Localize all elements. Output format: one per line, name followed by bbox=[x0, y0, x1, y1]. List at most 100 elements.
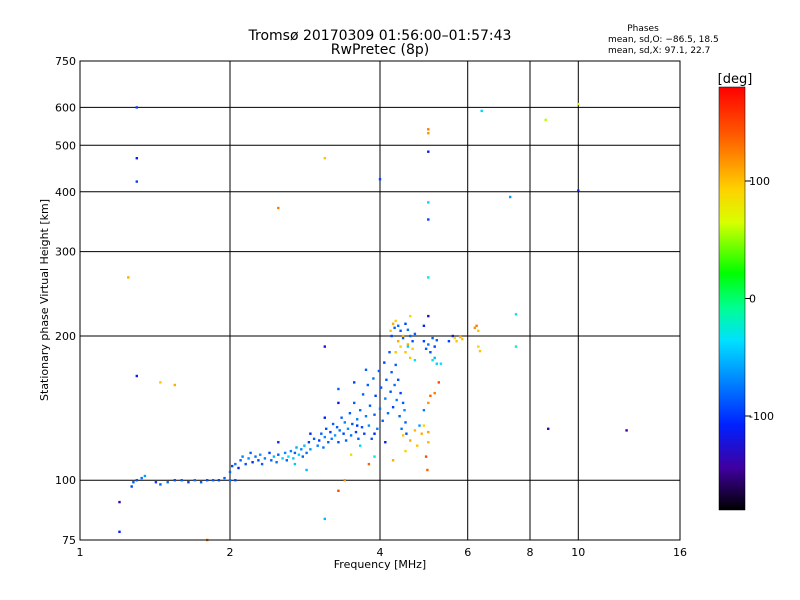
data-point bbox=[433, 391, 436, 395]
data-point bbox=[577, 102, 580, 106]
data-point bbox=[323, 517, 326, 521]
data-point bbox=[268, 451, 271, 455]
data-point bbox=[337, 387, 340, 391]
data-point bbox=[359, 409, 362, 412]
data-point bbox=[277, 206, 280, 210]
data-point bbox=[293, 462, 297, 466]
data-point bbox=[353, 401, 356, 405]
data-point bbox=[270, 459, 273, 462]
data-point bbox=[426, 468, 429, 472]
data-point bbox=[389, 390, 392, 393]
data-point bbox=[367, 424, 371, 427]
data-point bbox=[385, 378, 388, 381]
data-point bbox=[135, 374, 138, 378]
data-point bbox=[413, 429, 417, 432]
data-point bbox=[228, 470, 232, 474]
data-point bbox=[187, 481, 190, 484]
chart-subtitle: RwPretec (8p) bbox=[331, 42, 429, 58]
grid-lines bbox=[80, 61, 680, 540]
data-point bbox=[394, 319, 397, 323]
data-point bbox=[367, 462, 371, 466]
data-point bbox=[411, 340, 414, 343]
data-point bbox=[300, 448, 303, 451]
data-point bbox=[399, 345, 402, 348]
data-point bbox=[135, 106, 138, 109]
data-point bbox=[260, 462, 264, 466]
data-point bbox=[337, 489, 340, 492]
data-point bbox=[475, 324, 478, 327]
data-point bbox=[478, 349, 482, 353]
data-point bbox=[359, 444, 362, 447]
data-point bbox=[234, 462, 237, 466]
data-point bbox=[237, 466, 240, 470]
data-point bbox=[293, 451, 297, 455]
data-point bbox=[223, 476, 226, 480]
y-tick-label: 300 bbox=[55, 246, 76, 259]
data-point bbox=[325, 427, 328, 430]
data-point bbox=[398, 415, 401, 418]
data-point bbox=[451, 334, 454, 338]
stats-line-o: mean, sd,O: −86.5, 18.5 bbox=[608, 35, 719, 45]
data-point bbox=[427, 201, 430, 204]
data-point bbox=[257, 459, 260, 462]
data-point bbox=[424, 455, 428, 458]
data-point bbox=[283, 451, 287, 455]
data-point bbox=[344, 439, 348, 442]
data-point bbox=[409, 334, 412, 338]
data-point bbox=[259, 453, 262, 456]
data-point bbox=[427, 441, 430, 444]
data-point bbox=[383, 361, 386, 364]
data-point bbox=[422, 424, 426, 427]
data-point bbox=[431, 359, 434, 362]
data-point bbox=[127, 276, 130, 279]
data-point bbox=[130, 485, 133, 488]
data-point bbox=[305, 451, 308, 455]
data-point bbox=[118, 500, 121, 504]
data-point bbox=[477, 345, 480, 348]
data-point bbox=[287, 455, 290, 458]
y-axis-label: Stationary phase Virtual Height [km] bbox=[38, 199, 51, 401]
data-point bbox=[429, 351, 432, 354]
data-point bbox=[281, 457, 284, 460]
data-point bbox=[173, 479, 176, 482]
data-point bbox=[135, 479, 138, 482]
data-point bbox=[401, 434, 405, 437]
data-point bbox=[427, 343, 430, 346]
data-point bbox=[277, 453, 280, 456]
data-point bbox=[477, 329, 480, 332]
y-tick-label: 400 bbox=[55, 186, 76, 199]
x-tick-label: 10 bbox=[571, 546, 585, 559]
colorbar-label: [deg] bbox=[718, 72, 753, 87]
colorbar-tick-label: 100 bbox=[749, 175, 770, 188]
data-point bbox=[422, 324, 426, 327]
y-tick-label: 100 bbox=[55, 474, 76, 487]
data-point bbox=[388, 351, 391, 354]
data-point bbox=[247, 457, 250, 460]
data-point bbox=[427, 430, 430, 434]
data-point bbox=[166, 481, 169, 484]
data-point bbox=[384, 441, 387, 444]
data-point bbox=[360, 426, 364, 429]
data-point bbox=[356, 418, 359, 421]
data-point bbox=[389, 329, 392, 332]
data-points bbox=[118, 102, 628, 542]
data-point bbox=[316, 444, 319, 447]
data-point bbox=[397, 340, 400, 343]
data-point bbox=[292, 457, 295, 460]
data-point bbox=[422, 340, 426, 343]
data-point bbox=[427, 132, 430, 135]
colorbar-tick-label: 0 bbox=[749, 293, 756, 306]
data-point bbox=[459, 335, 462, 339]
x-tick-label: 2 bbox=[227, 546, 234, 559]
data-point bbox=[404, 351, 407, 354]
data-point bbox=[239, 459, 242, 462]
data-point bbox=[427, 276, 430, 279]
data-point bbox=[234, 479, 237, 482]
data-point bbox=[309, 432, 312, 435]
data-point bbox=[390, 371, 393, 374]
data-point bbox=[391, 322, 395, 325]
data-point bbox=[354, 430, 358, 434]
data-point bbox=[132, 481, 135, 484]
data-point bbox=[544, 118, 547, 122]
